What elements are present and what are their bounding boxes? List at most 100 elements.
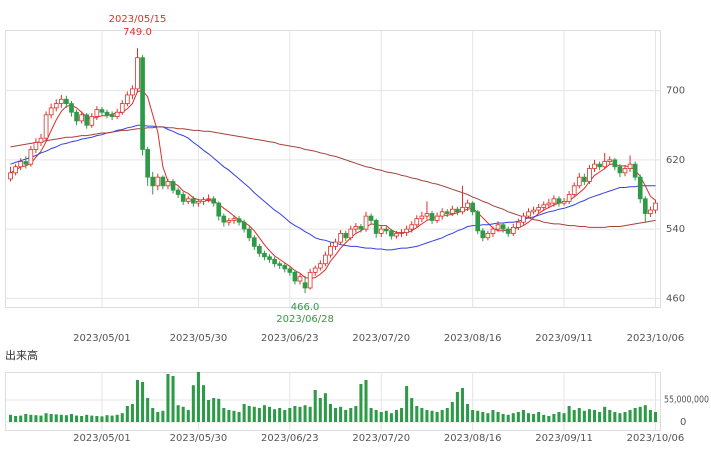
candle-body — [526, 211, 531, 217]
candle-body — [419, 215, 425, 220]
x-tick-label: 2023/09/11 — [535, 433, 593, 444]
moving-average-line — [10, 126, 656, 228]
volume-bar — [120, 413, 124, 422]
candle-body — [323, 254, 328, 265]
candle-body — [566, 194, 572, 202]
candle-body — [28, 149, 34, 165]
volume-bar — [648, 410, 652, 422]
candle-body — [292, 271, 298, 282]
volume-bar — [24, 414, 28, 422]
volume-bar — [344, 410, 348, 422]
candle-body — [429, 213, 435, 221]
candle-body — [414, 218, 420, 226]
candle-body — [312, 267, 318, 273]
volume-bar — [146, 398, 150, 422]
volume-bar — [90, 415, 94, 422]
volume-bar — [593, 410, 597, 422]
candle-body — [262, 252, 267, 258]
volume-bar — [471, 410, 475, 422]
x-tick-label: 2023/05/30 — [170, 433, 228, 444]
candle-body — [221, 215, 227, 223]
candle-body — [475, 211, 481, 232]
x-tick-label: 2023/06/23 — [261, 333, 319, 344]
price-panel — [5, 30, 661, 308]
candle-body — [455, 208, 460, 213]
candle-body — [33, 142, 39, 150]
candle-body — [358, 226, 364, 230]
candle-body — [338, 233, 343, 243]
candle-body — [328, 246, 333, 256]
volume-bar — [14, 416, 18, 422]
x-tick-label: 2023/09/11 — [535, 333, 593, 344]
volume-bar — [217, 398, 221, 422]
candle-body — [119, 103, 125, 113]
candle-body — [18, 161, 24, 168]
volume-bar — [186, 410, 190, 422]
volume-bar — [273, 409, 277, 422]
candle-body — [8, 172, 13, 180]
x-tick-label: 2023/05/01 — [73, 333, 131, 344]
volume-bar — [420, 408, 424, 422]
x-tick-label: 2023/08/16 — [444, 333, 502, 344]
annotation-value: 466.0 — [291, 302, 320, 313]
volume-bar — [34, 415, 38, 422]
candle-body — [287, 268, 293, 273]
volume-bar — [516, 412, 520, 422]
candle-body — [576, 176, 582, 187]
candle-body — [257, 246, 262, 254]
candle-body — [450, 208, 455, 214]
candle-body — [551, 198, 557, 204]
volume-bar — [628, 410, 632, 422]
volume-bar — [313, 390, 317, 422]
volume-bar — [298, 406, 302, 422]
volume-bar — [166, 374, 170, 422]
volume-bar — [130, 404, 134, 422]
candle-body — [592, 163, 597, 169]
volume-bar — [526, 413, 531, 422]
candle-body — [505, 228, 511, 234]
candle-body — [267, 256, 272, 260]
volume-bar — [232, 410, 236, 422]
volume-bar — [521, 410, 525, 422]
candle-body — [607, 159, 613, 162]
candle-body — [191, 198, 196, 204]
volume-bar — [80, 416, 84, 422]
candle-body — [495, 224, 501, 230]
candle-body — [58, 98, 64, 104]
candle-body — [399, 232, 404, 234]
y-tick-label: 620 — [666, 155, 685, 166]
volume-bar — [410, 398, 414, 422]
candle-body — [79, 114, 84, 122]
candle-body — [211, 198, 216, 204]
candle-body — [348, 228, 354, 239]
candle-body — [612, 159, 618, 168]
volume-bar — [633, 408, 637, 422]
volume-bar — [537, 412, 541, 422]
candle-body — [627, 163, 633, 169]
volume-bar — [268, 406, 272, 422]
volume-bar — [542, 414, 546, 422]
volume-tick-label: 55,000,000 — [664, 395, 709, 406]
volume-bar — [369, 408, 373, 422]
volume-bar — [491, 410, 495, 422]
candle-body — [536, 207, 541, 211]
volume-bar — [95, 416, 99, 422]
x-tick-label: 2023/05/30 — [170, 333, 228, 344]
volume-bar — [75, 415, 79, 422]
volume-bar — [506, 414, 510, 422]
volume-bar — [384, 410, 388, 422]
candle-body — [302, 282, 308, 289]
volume-bar — [389, 413, 393, 422]
candle-body — [297, 276, 303, 282]
candle-body — [251, 237, 257, 247]
candle-body — [642, 198, 648, 214]
annotation-date: 2023/06/28 — [276, 314, 334, 325]
volume-panel — [5, 372, 661, 431]
candle-body — [470, 202, 475, 213]
candle-body — [546, 202, 552, 206]
candle-body — [206, 198, 211, 201]
candle-body — [424, 213, 430, 217]
candle-body — [516, 221, 521, 228]
y-tick-label: 540 — [666, 224, 685, 235]
